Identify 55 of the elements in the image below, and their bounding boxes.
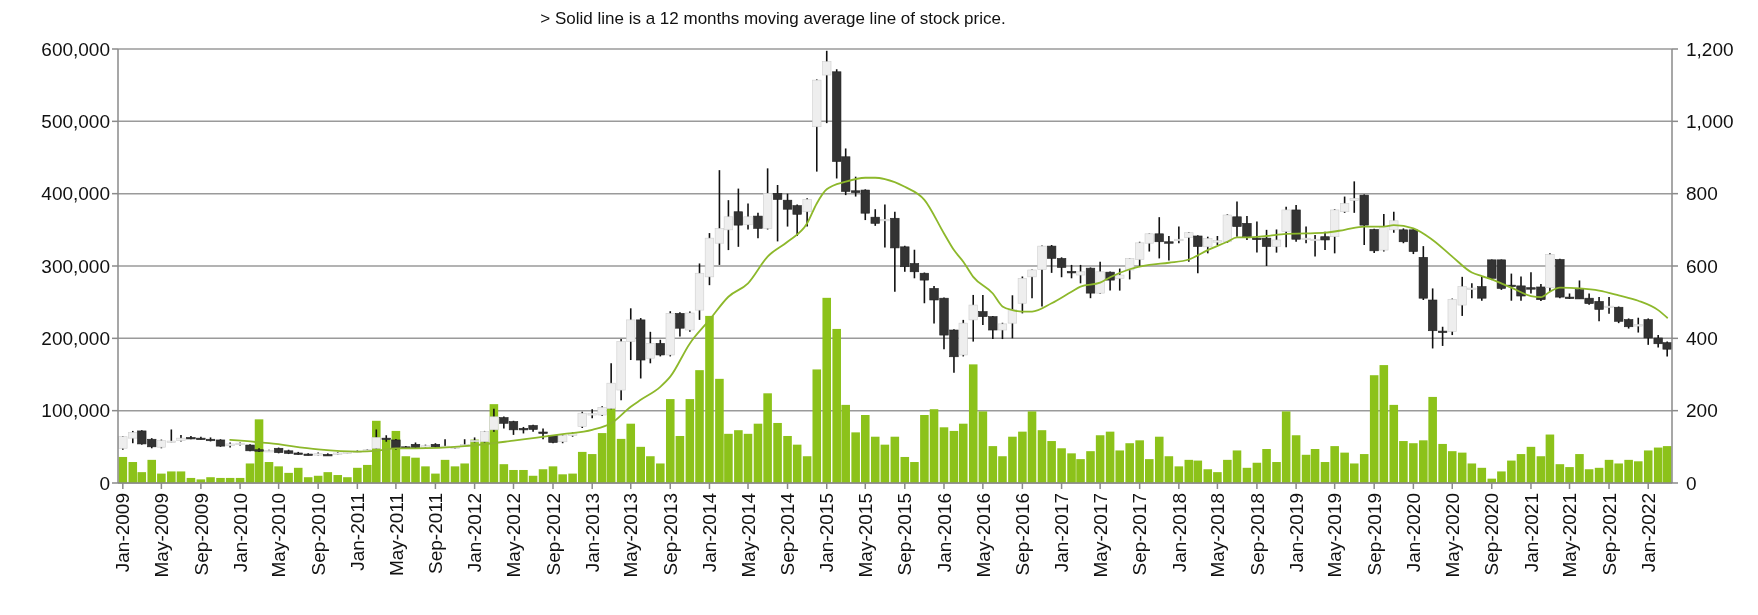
text: > Solid line is a 12 months moving average line of stock price. — [540, 9, 1006, 28]
y-tick-label: 400,000 — [41, 183, 110, 205]
x-tick-label: Jan-2013 — [581, 493, 603, 573]
y-tick-label: 100,000 — [41, 400, 110, 422]
x-tick-label: Sep-2019 — [1363, 493, 1385, 576]
x-tick-label: Sep-2009 — [190, 493, 212, 576]
x-tick-label: Jan-2010 — [229, 493, 251, 573]
x-tick-label: May-2018 — [1207, 493, 1229, 578]
x-tick-label: Sep-2021 — [1598, 493, 1620, 576]
x-tick-label: Sep-2016 — [1012, 493, 1034, 576]
x-tick-label: Jan-2012 — [464, 493, 486, 573]
x-tick-label: Sep-2010 — [307, 493, 329, 576]
y2-tick-label: 400 — [1686, 327, 1718, 349]
x-tick-label: May-2009 — [151, 493, 173, 578]
x-tick-label: May-2019 — [1324, 493, 1346, 578]
x-tick-label: Sep-2013 — [659, 493, 681, 576]
x-tick-label: Jan-2016 — [933, 493, 955, 573]
x-tick-label: Sep-2020 — [1481, 493, 1503, 576]
y2-tick-label: 600 — [1686, 255, 1718, 277]
x-tick-label: Sep-2014 — [777, 492, 799, 576]
x-tick-label: May-2021 — [1559, 493, 1581, 578]
x-tick-label: May-2017 — [1089, 493, 1111, 578]
x-tick-label: Sep-2015 — [894, 493, 916, 576]
x-tick-label: May-2012 — [503, 493, 525, 578]
y2-tick-label: 800 — [1686, 183, 1718, 205]
y2-tick-label: 1,000 — [1686, 110, 1734, 132]
y2-tick-label: 0 — [1686, 472, 1697, 494]
x-tick-label: Sep-2018 — [1246, 493, 1268, 576]
x-tick-label: Sep-2012 — [542, 493, 564, 576]
x-tick-label: May-2016 — [972, 493, 994, 578]
x-tick-label: Jan-2014 — [699, 492, 721, 573]
x-tick-label: Jan-2017 — [1051, 493, 1073, 573]
x-tick-label: Jan-2021 — [1520, 493, 1542, 573]
y-tick-label: 300,000 — [41, 255, 110, 277]
x-tick-label: Jan-2009 — [112, 493, 134, 573]
x-tick-label: Jan-2022 — [1637, 493, 1659, 573]
x-tick-label: Sep-2011 — [425, 493, 447, 574]
y-tick-label: 500,000 — [41, 110, 110, 132]
x-tick-label: May-2013 — [620, 493, 642, 578]
y2-tick-label: 200 — [1686, 400, 1718, 422]
x-tick-label: May-2020 — [1441, 493, 1463, 578]
x-tick-label: Jan-2015 — [816, 493, 838, 573]
x-tick-label: May-2011 — [385, 493, 407, 577]
x-tick-label: May-2014 — [737, 492, 759, 578]
y2-tick-label: 1,200 — [1686, 38, 1734, 60]
x-tick-label: Sep-2017 — [1129, 493, 1151, 576]
x-tick-label: Jan-2020 — [1403, 493, 1425, 573]
y-tick-label: 0 — [99, 472, 110, 494]
y-tick-label: 200,000 — [41, 327, 110, 349]
y-tick-label: 600,000 — [41, 38, 110, 60]
x-tick-label: May-2010 — [268, 493, 290, 578]
x-tick-label: Jan-2018 — [1168, 493, 1190, 573]
x-tick-label: May-2015 — [854, 493, 876, 578]
x-tick-label: Jan-2011 — [347, 493, 368, 571]
x-tick-label: Jan-2019 — [1285, 493, 1307, 573]
